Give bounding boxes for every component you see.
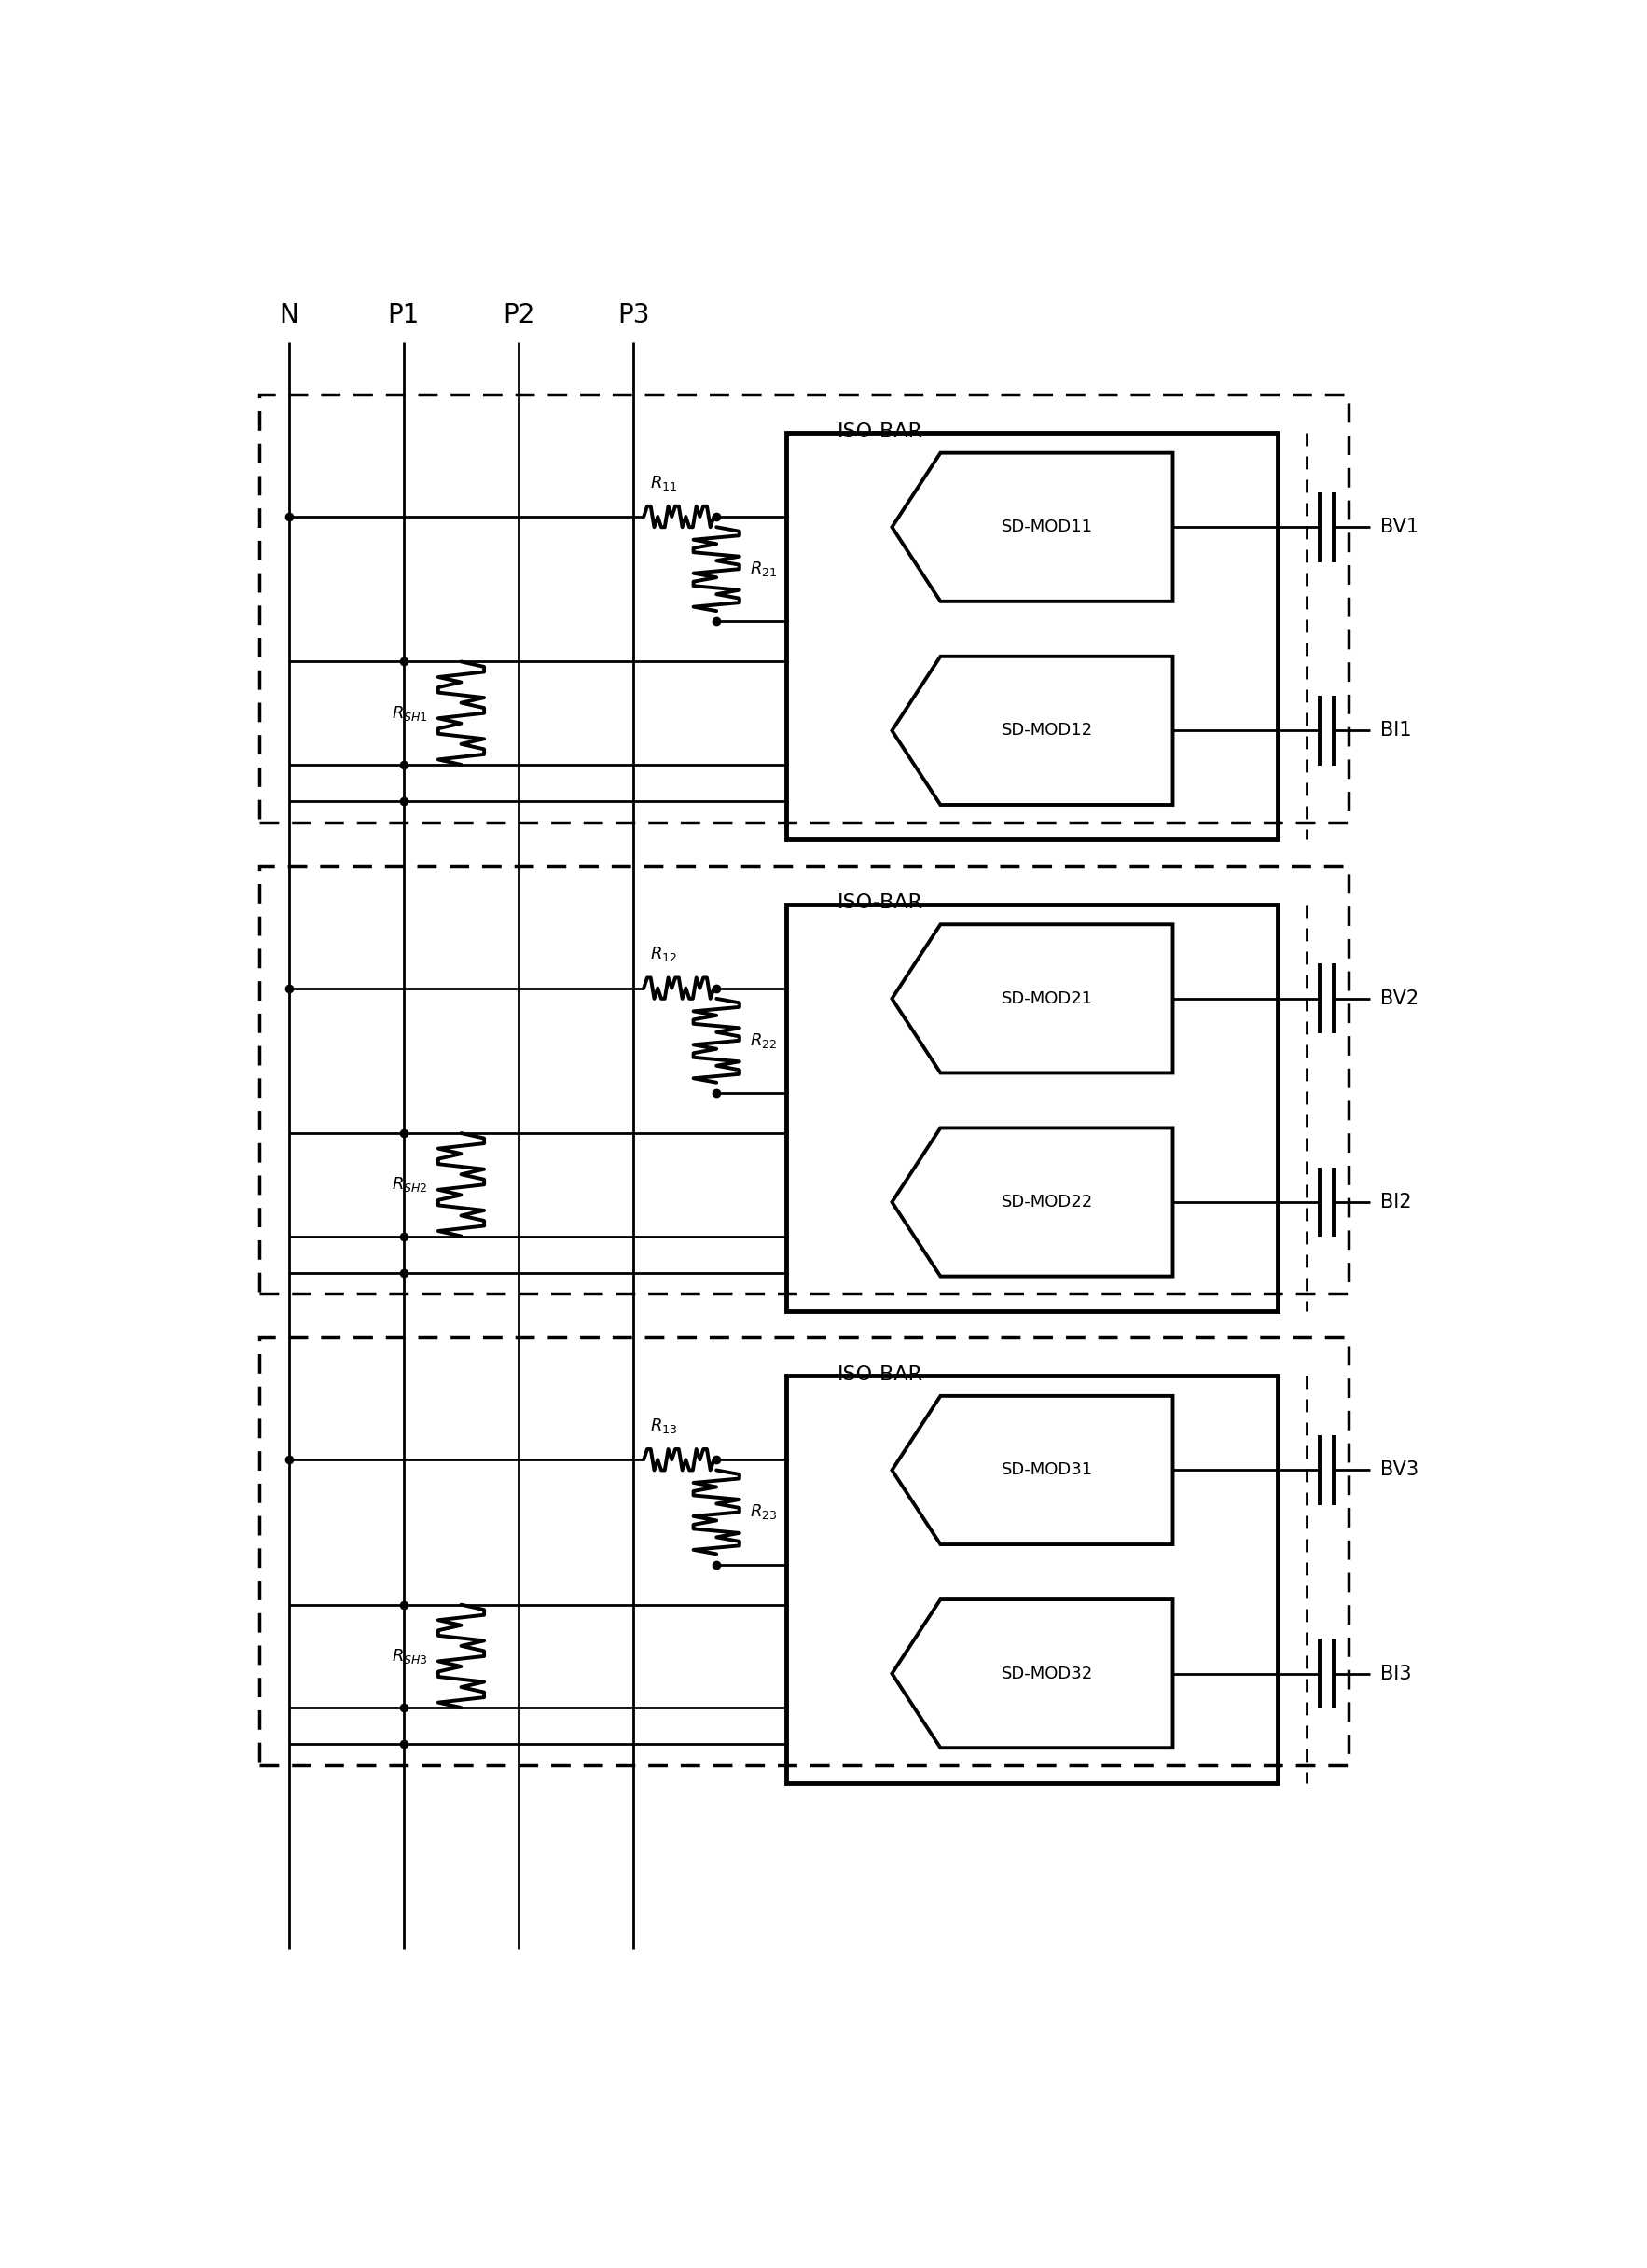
Text: BV3: BV3 bbox=[1380, 1461, 1418, 1479]
Text: P2: P2 bbox=[502, 302, 535, 329]
Text: BV2: BV2 bbox=[1380, 989, 1418, 1007]
Text: ISO-BAR: ISO-BAR bbox=[838, 894, 924, 912]
Bar bbox=[260, 395, 1349, 823]
Text: $R_{13}$: $R_{13}$ bbox=[649, 1418, 677, 1436]
Text: $R_{SH2}$: $R_{SH2}$ bbox=[392, 1175, 428, 1193]
Text: $R_{SH3}$: $R_{SH3}$ bbox=[392, 1647, 428, 1665]
Bar bbox=[260, 1338, 1349, 1765]
Text: $R_{23}$: $R_{23}$ bbox=[749, 1504, 777, 1522]
Text: SD-MOD32: SD-MOD32 bbox=[1001, 1665, 1092, 1683]
Text: $R_{SH1}$: $R_{SH1}$ bbox=[392, 703, 428, 723]
Text: BV1: BV1 bbox=[1380, 517, 1418, 538]
Text: SD-MOD11: SD-MOD11 bbox=[1001, 519, 1092, 535]
Bar bbox=[787, 1377, 1278, 1783]
Text: SD-MOD22: SD-MOD22 bbox=[1001, 1193, 1092, 1211]
Text: $R_{22}$: $R_{22}$ bbox=[749, 1032, 777, 1050]
Bar bbox=[260, 866, 1349, 1293]
Text: SD-MOD12: SD-MOD12 bbox=[1001, 721, 1092, 739]
Text: ISO-BAR: ISO-BAR bbox=[838, 422, 924, 440]
Text: BI1: BI1 bbox=[1380, 721, 1411, 739]
Text: ISO-BAR: ISO-BAR bbox=[838, 1365, 924, 1383]
Text: N: N bbox=[280, 302, 298, 329]
Bar bbox=[787, 905, 1278, 1311]
Text: SD-MOD21: SD-MOD21 bbox=[1001, 991, 1092, 1007]
Text: BI3: BI3 bbox=[1380, 1665, 1411, 1683]
Text: SD-MOD31: SD-MOD31 bbox=[1001, 1463, 1092, 1479]
Bar bbox=[787, 433, 1278, 839]
Text: $R_{12}$: $R_{12}$ bbox=[651, 946, 677, 964]
Text: BI2: BI2 bbox=[1380, 1193, 1411, 1211]
Text: $R_{11}$: $R_{11}$ bbox=[651, 474, 677, 492]
Text: $R_{21}$: $R_{21}$ bbox=[749, 560, 777, 578]
Text: P1: P1 bbox=[387, 302, 420, 329]
Text: P3: P3 bbox=[618, 302, 649, 329]
